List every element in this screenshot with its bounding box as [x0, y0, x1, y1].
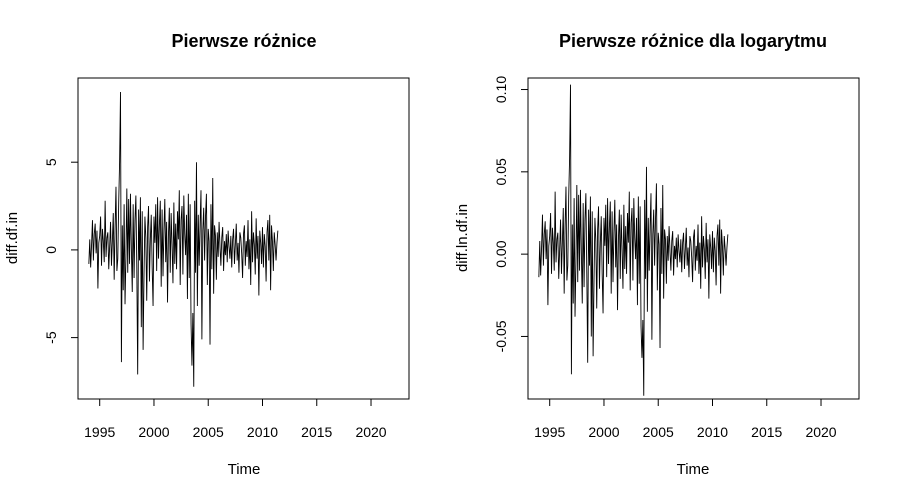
right-y-tick-label: 0.05 — [493, 158, 509, 185]
left-x-tick-label: 2020 — [355, 424, 386, 440]
right-series-line — [538, 84, 729, 396]
right-x-tick-label: 2015 — [751, 424, 782, 440]
left-x-tick-label: 2010 — [247, 424, 278, 440]
right-x-tick-label: 2005 — [643, 424, 674, 440]
right-chart-title: Pierwsze różnice dla logarytmu — [559, 31, 827, 51]
left-x-tick-label: 2005 — [193, 424, 224, 440]
right-y-tick-label: 0.10 — [493, 76, 509, 103]
right-chart-panel: Pierwsze różnice dla logarytmu Time diff… — [454, 31, 860, 478]
left-chart-panel: Pierwsze różnice Time diff.df.in 1995 200… — [4, 31, 410, 478]
left-x-tick-label: 2000 — [138, 424, 169, 440]
right-y-tick-label: 0.00 — [493, 240, 509, 267]
right-plot-area — [538, 84, 729, 396]
left-plot-area — [88, 92, 279, 387]
left-x-ticks: 1995 2000 2005 2010 2015 2020 — [84, 398, 387, 440]
right-x-axis-label: Time — [677, 461, 710, 478]
left-x-axis-label: Time — [228, 461, 261, 478]
right-y-ticks: -0.05 0.00 0.05 0.10 — [493, 76, 529, 352]
right-x-ticks: 1995 2000 2005 2010 2015 2020 — [534, 398, 837, 440]
right-y-axis-label: diff.ln.df.in — [454, 204, 471, 272]
right-y-tick-label: -0.05 — [493, 320, 509, 352]
right-x-tick-label: 2020 — [805, 424, 836, 440]
left-y-tick-label: -5 — [43, 331, 59, 344]
left-x-tick-label: 2015 — [301, 424, 332, 440]
left-series-line — [88, 92, 279, 387]
left-chart-title: Pierwsze różnice — [171, 31, 316, 51]
left-x-tick-label: 1995 — [84, 424, 115, 440]
right-x-tick-label: 2000 — [588, 424, 619, 440]
right-x-tick-label: 2010 — [697, 424, 728, 440]
left-y-tick-label: 0 — [43, 246, 59, 254]
left-y-ticks: -5 0 5 — [43, 158, 79, 344]
right-x-tick-label: 1995 — [534, 424, 565, 440]
left-y-axis-label: diff.df.in — [4, 212, 21, 264]
left-y-tick-label: 5 — [43, 158, 59, 166]
